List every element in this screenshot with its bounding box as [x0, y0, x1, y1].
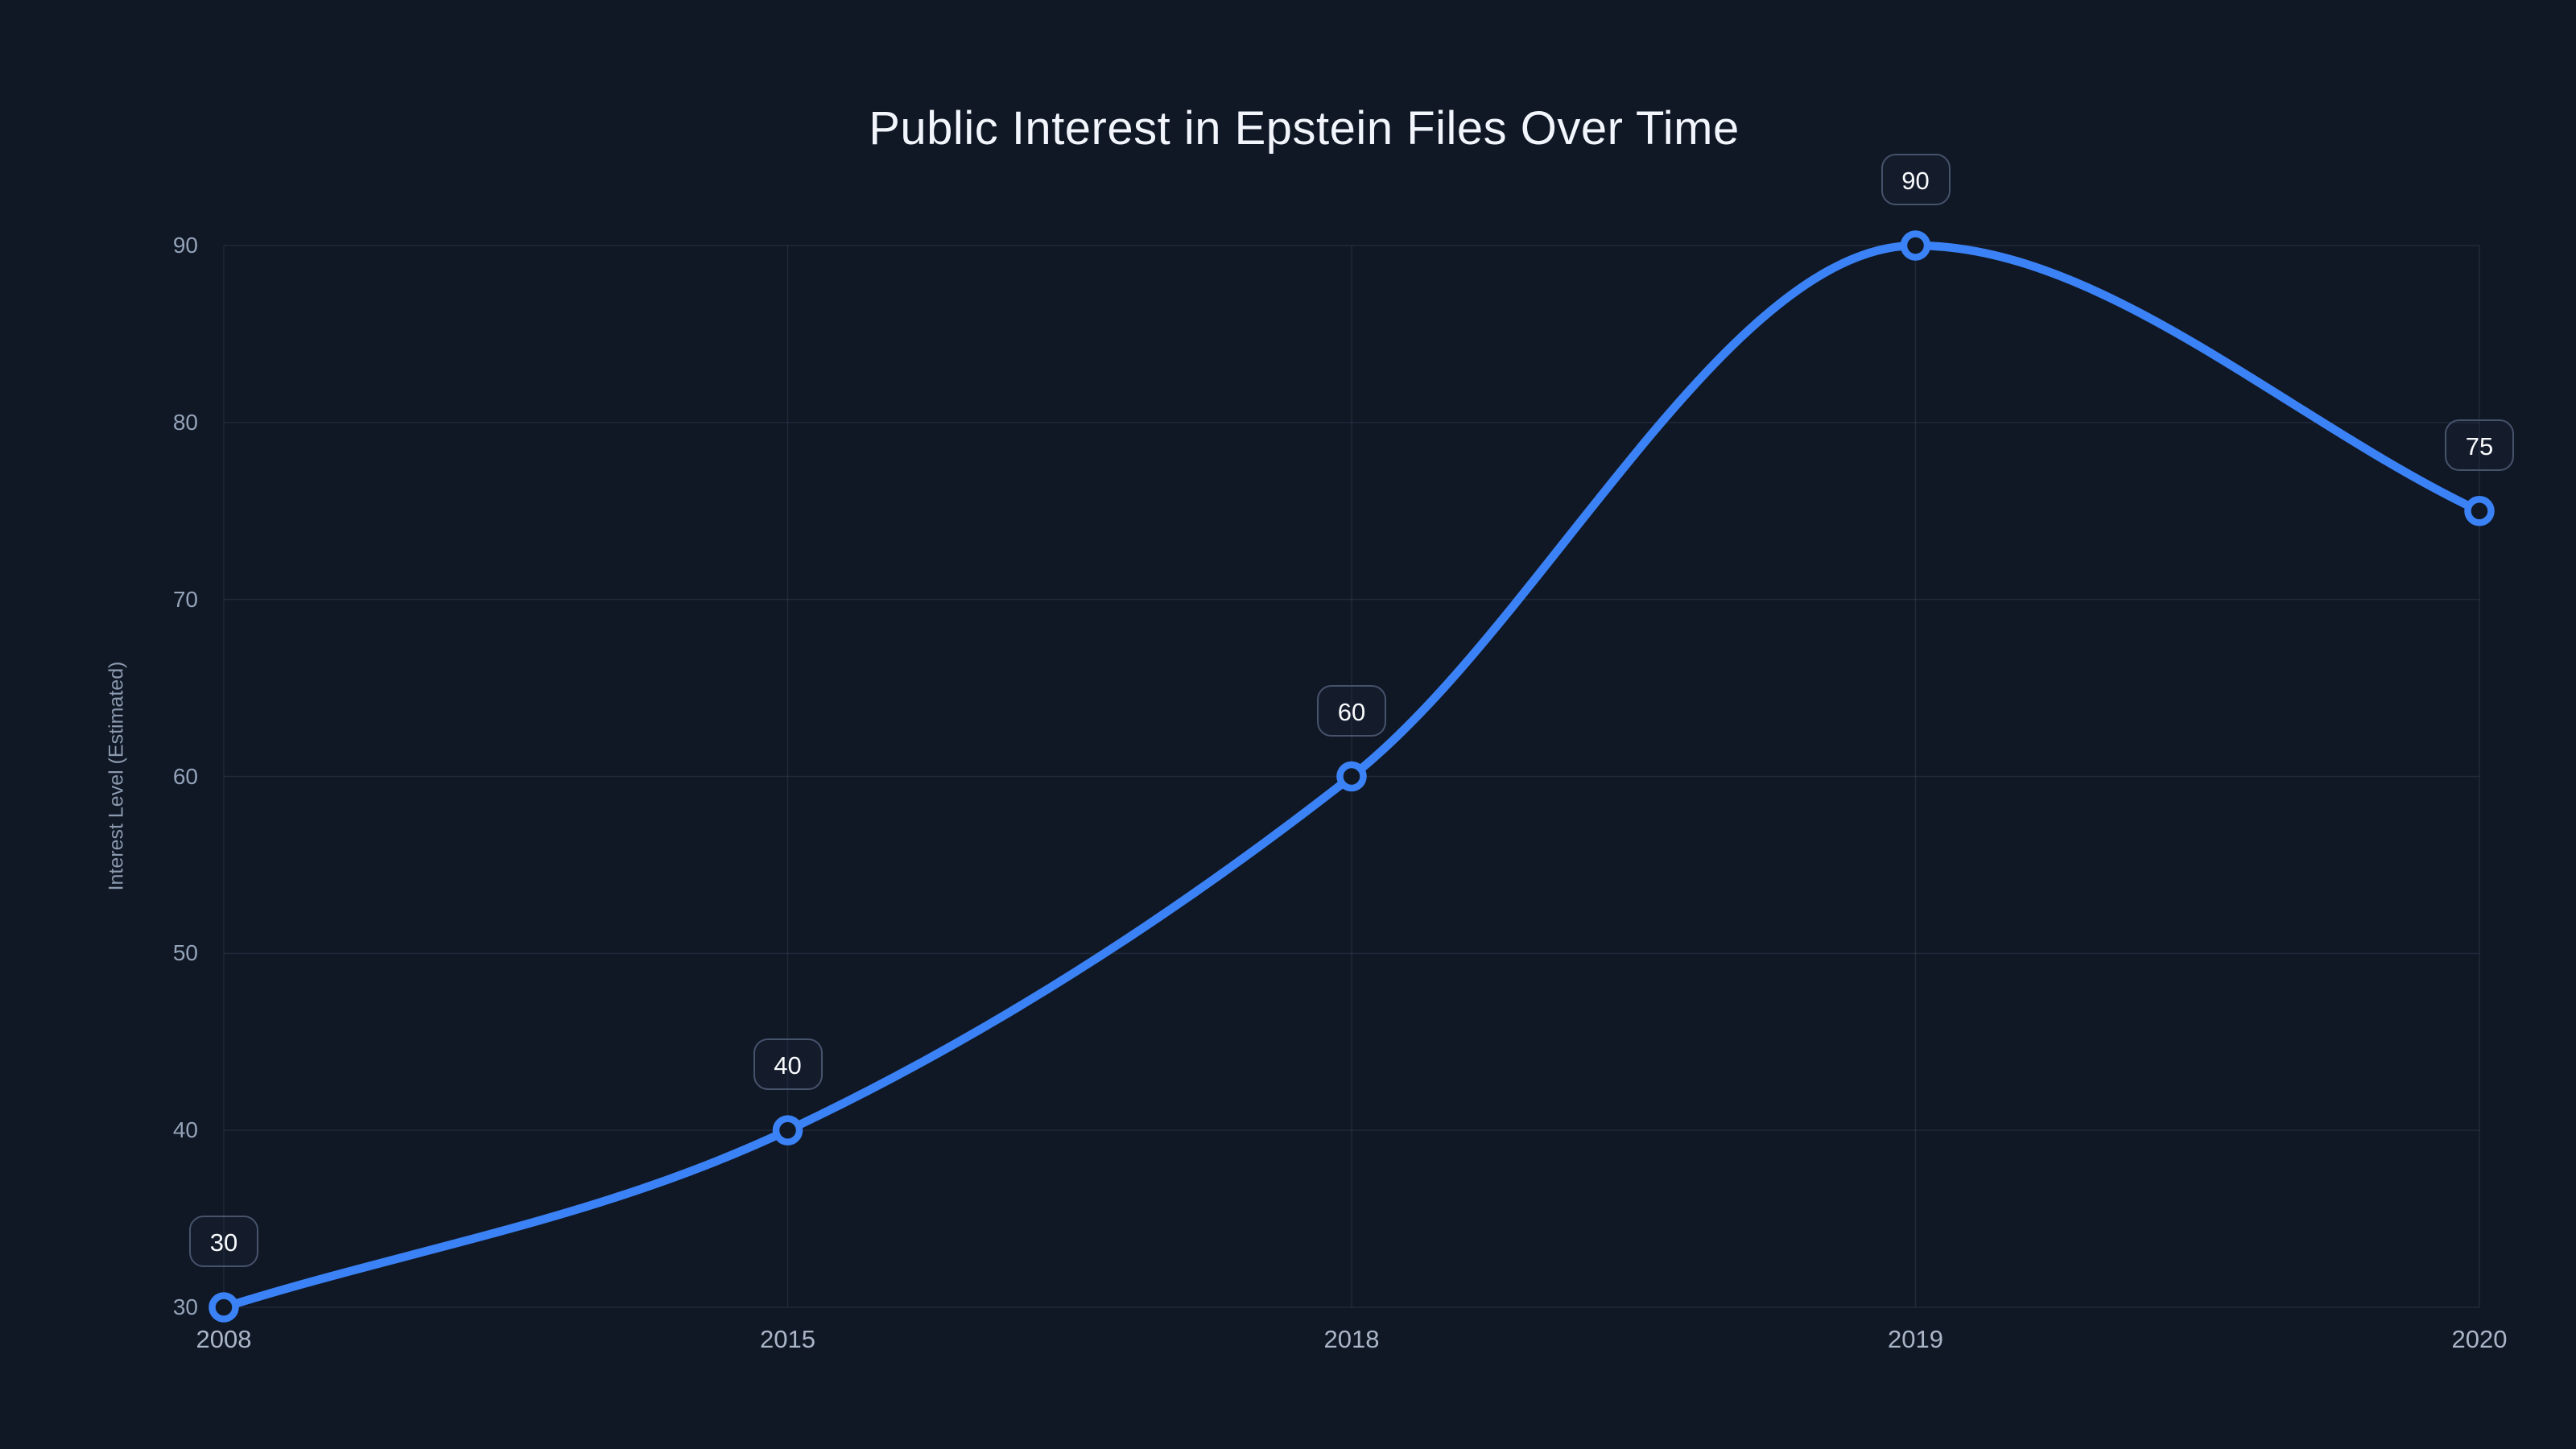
chart-title: Public Interest in Epstein Files Over Ti… [869, 102, 1740, 155]
x-tick-label: 2008 [196, 1325, 252, 1353]
data-label-box: 90 [1880, 154, 1951, 205]
x-tick-label: 2015 [760, 1325, 815, 1353]
x-tick-label: 2020 [2451, 1325, 2508, 1353]
data-point-marker[interactable] [208, 1292, 239, 1323]
data-label-box: 60 [1317, 684, 1386, 737]
series-line [219, 241, 2484, 1312]
data-label-box: 30 [189, 1216, 258, 1267]
y-tick-label: 60 [172, 763, 198, 789]
y-tick-label: 80 [172, 409, 198, 435]
data-point-marker[interactable] [772, 1115, 803, 1146]
data-point-marker[interactable] [1900, 230, 1931, 261]
y-tick-label: 90 [172, 233, 198, 258]
y-tick-label: 30 [172, 1294, 198, 1319]
x-tick-label: 2018 [1323, 1325, 1380, 1353]
data-label-box: 75 [2445, 419, 2514, 471]
data-point-marker[interactable] [1336, 761, 1367, 792]
y-tick-label: 40 [172, 1117, 198, 1143]
data-point-marker[interactable] [2464, 496, 2495, 526]
y-tick-label: 70 [172, 586, 198, 612]
data-label-box: 40 [753, 1038, 823, 1091]
y-tick-label: 50 [172, 940, 198, 966]
x-tick-label: 2019 [1888, 1325, 1943, 1353]
